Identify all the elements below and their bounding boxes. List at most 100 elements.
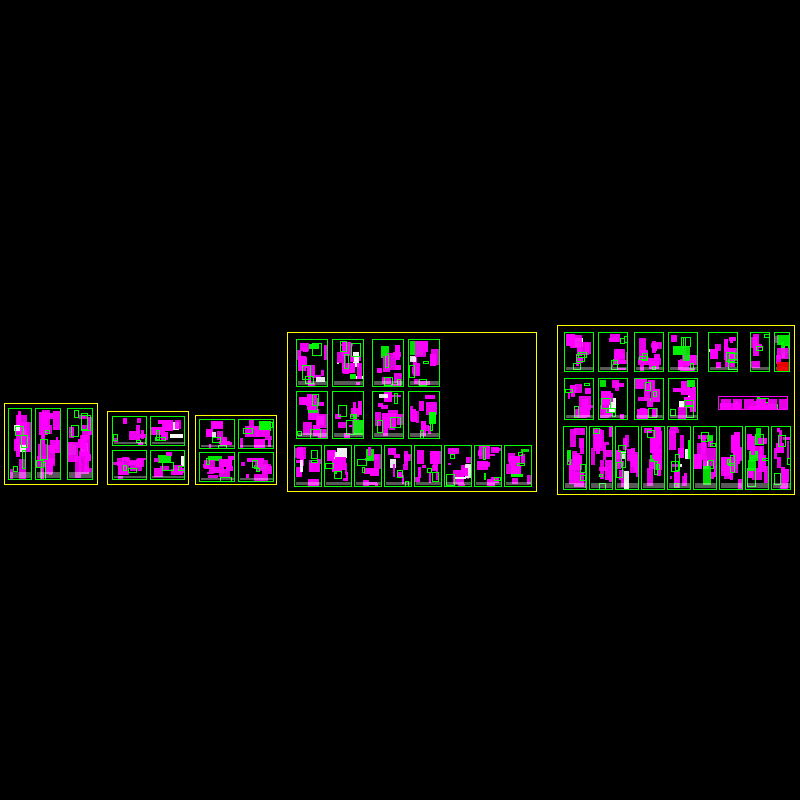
drawing-geometry — [462, 468, 468, 476]
drawing-sheet[interactable] — [598, 332, 628, 372]
drawing-sheet[interactable] — [372, 391, 404, 439]
drawing-sheet[interactable] — [112, 416, 147, 446]
group-1[interactable] — [4, 403, 98, 485]
drawing-sheet[interactable] — [708, 332, 738, 372]
drawing-sheet[interactable] — [296, 339, 328, 387]
title-block — [721, 483, 743, 488]
drawing-sheet[interactable] — [563, 426, 587, 490]
drawing-geometry — [480, 462, 490, 467]
detail-outline — [325, 463, 334, 468]
drawing-geometry — [324, 345, 328, 360]
drawing-sheet[interactable] — [564, 378, 594, 420]
detail-outline — [639, 356, 648, 360]
drawing-sheet[interactable] — [719, 426, 743, 490]
drawing-geometry — [714, 466, 716, 477]
drawing-sheet[interactable] — [384, 445, 412, 487]
drawing-sheet[interactable] — [150, 416, 185, 446]
drawing-sheet[interactable] — [444, 445, 472, 487]
drawing-sheet[interactable] — [199, 452, 235, 482]
title-block — [326, 482, 352, 485]
drawing-geometry — [579, 438, 584, 448]
drawing-geometry — [434, 451, 438, 456]
drawing-sheet[interactable] — [774, 332, 790, 372]
drawing-sheet[interactable] — [615, 426, 639, 490]
title-block — [410, 433, 440, 437]
title-block — [240, 478, 274, 480]
drawing-geometry — [129, 431, 140, 440]
detail-outline — [344, 354, 349, 369]
title-block — [446, 482, 472, 485]
title-block — [506, 482, 532, 485]
drawing-sheet[interactable] — [112, 450, 147, 480]
title-block — [334, 433, 364, 437]
group-5[interactable] — [557, 325, 795, 495]
drawing-sheet[interactable] — [294, 445, 322, 487]
drawing-sheet[interactable] — [634, 332, 664, 372]
drawing-sheet[interactable] — [750, 332, 770, 372]
drawing-sheet[interactable] — [372, 339, 404, 387]
drawing-sheet[interactable] — [634, 378, 664, 420]
drawing-sheet[interactable] — [35, 408, 61, 480]
drawing-sheet[interactable] — [296, 391, 328, 439]
detail-outline — [162, 462, 173, 471]
drawing-sheet[interactable] — [504, 445, 532, 487]
drawing-sheet[interactable] — [598, 378, 628, 420]
drawing-sheet[interactable] — [8, 408, 32, 480]
drawing-geometry — [300, 343, 310, 351]
title-block — [240, 445, 274, 447]
drawing-sheet[interactable] — [718, 396, 788, 410]
detail-outline — [726, 352, 735, 362]
drawing-geometry — [140, 434, 147, 438]
drawing-sheet[interactable] — [667, 426, 691, 490]
group-2[interactable] — [107, 411, 189, 485]
detail-outline — [22, 450, 26, 470]
drawing-sheet[interactable] — [771, 426, 791, 490]
drawing-sheet[interactable] — [408, 391, 440, 439]
drawing-sheet[interactable] — [332, 391, 364, 439]
title-block — [10, 472, 32, 478]
drawing-sheet[interactable] — [564, 332, 594, 372]
drawing-sheet[interactable] — [474, 445, 502, 487]
detail-outline — [351, 343, 361, 357]
drawing-sheet[interactable] — [641, 426, 665, 490]
drawing-sheet[interactable] — [332, 339, 364, 387]
drawing-sheet[interactable] — [414, 445, 442, 487]
drawing-geometry — [431, 349, 439, 364]
drawing-sheet[interactable] — [354, 445, 382, 487]
drawing-geometry — [685, 449, 688, 459]
drawing-geometry — [137, 418, 141, 423]
drawing-geometry — [638, 397, 650, 402]
drawing-geometry — [591, 448, 595, 465]
drawing-sheet[interactable] — [693, 426, 717, 490]
group-4[interactable] — [287, 332, 537, 492]
drawing-geometry — [297, 350, 301, 360]
detail-outline — [377, 420, 383, 433]
drawing-sheet[interactable] — [589, 426, 613, 490]
drawing-sheet[interactable] — [199, 419, 235, 449]
drawing-sheet[interactable] — [668, 378, 698, 420]
drawing-geometry — [410, 356, 416, 361]
drawing-geometry — [394, 454, 400, 457]
drawing-sheet[interactable] — [408, 339, 440, 387]
title-block — [296, 482, 322, 485]
drawing-sheet[interactable] — [745, 426, 769, 490]
drawing-geometry — [395, 345, 399, 357]
drawing-sheet[interactable] — [238, 452, 274, 482]
detail-outline — [730, 455, 736, 473]
title-block — [670, 367, 698, 370]
group-3[interactable] — [195, 415, 277, 485]
drawing-geometry — [335, 457, 346, 470]
detail-outline — [653, 391, 657, 397]
drawing-sheet[interactable] — [67, 408, 93, 480]
drawing-sheet[interactable] — [238, 419, 274, 449]
detail-outline — [45, 430, 50, 434]
detail-outline — [755, 434, 764, 445]
drawing-sheet[interactable] — [150, 450, 185, 480]
detail-outline — [701, 432, 709, 441]
title-block — [695, 483, 717, 488]
title-block — [114, 442, 147, 444]
drawing-geometry — [649, 358, 661, 365]
drawing-sheet[interactable] — [668, 332, 698, 372]
cad-model-space[interactable] — [0, 0, 800, 800]
drawing-sheet[interactable] — [324, 445, 352, 487]
